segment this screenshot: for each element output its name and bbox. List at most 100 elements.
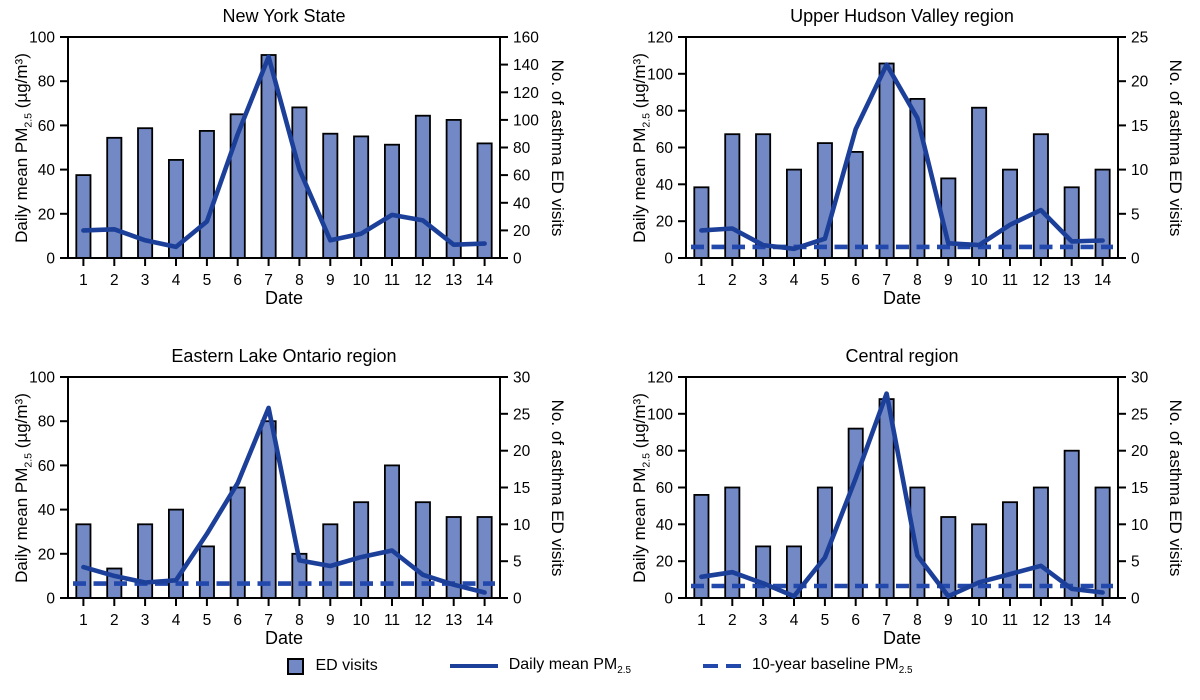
svg-text:1: 1	[79, 612, 88, 629]
svg-text:6: 6	[233, 272, 242, 289]
svg-text:60: 60	[513, 168, 531, 185]
y-axis-label-right: No. of asthma ED visits	[548, 399, 567, 576]
svg-text:13: 13	[445, 612, 462, 629]
svg-text:14: 14	[1094, 272, 1112, 289]
svg-text:3: 3	[759, 612, 768, 629]
svg-text:12: 12	[1032, 272, 1049, 289]
svg-text:40: 40	[38, 502, 56, 519]
legend-item-baseline-pm25: 10-year baseline PM2.5	[702, 656, 913, 677]
legend-label: Daily mean PM2.5	[509, 656, 631, 676]
svg-text:40: 40	[656, 517, 674, 534]
panel-title: Eastern Lake Ontario region	[171, 346, 397, 366]
svg-text:40: 40	[38, 162, 56, 179]
svg-text:14: 14	[1094, 612, 1112, 629]
svg-text:5: 5	[821, 612, 830, 629]
chart-panel-eastern-lake-ontario: 0 20 40 60 80 100 0 5 10 15 20 25 30 1 2 3 4 5 6 7 8 9 10 11 12 1…	[0, 340, 600, 660]
svg-text:15: 15	[513, 480, 530, 497]
svg-text:6: 6	[233, 612, 242, 629]
y-axis-label-units: (µg/m³)	[630, 52, 649, 113]
svg-text:10: 10	[513, 517, 531, 534]
svg-text:0: 0	[46, 591, 55, 608]
y-axis-label-text: Daily mean PM	[630, 467, 649, 583]
x-axis-label: Date	[882, 288, 922, 308]
svg-text:0: 0	[1131, 251, 1140, 268]
y-axis-label-left: Daily mean PM2.5 (µg/m³)	[9, 318, 35, 658]
y-axis-label-right: No. of asthma ED visits	[548, 59, 567, 236]
svg-text:7: 7	[264, 612, 273, 629]
svg-text:12: 12	[1032, 612, 1049, 629]
legend-item-daily-mean-pm25: Daily mean PM2.5	[449, 656, 631, 676]
svg-text:8: 8	[295, 612, 304, 629]
svg-text:14: 14	[476, 612, 494, 629]
svg-text:120: 120	[647, 30, 673, 47]
panel-title: Upper Hudson Valley region	[790, 6, 1014, 26]
solid-line-swatch-icon	[449, 663, 498, 669]
svg-text:100: 100	[29, 370, 55, 387]
legend-item-ed-visits: ED visits	[287, 657, 378, 675]
svg-text:11: 11	[1002, 272, 1018, 289]
svg-text:12: 12	[414, 272, 431, 289]
svg-text:4: 4	[790, 612, 799, 629]
y-axis-label-subscript: 2.5	[640, 452, 653, 468]
svg-text:9: 9	[944, 272, 953, 289]
x-axis-label: Date	[882, 628, 922, 648]
svg-text:120: 120	[513, 85, 539, 102]
svg-text:6: 6	[851, 612, 860, 629]
y-axis-label-units: (µg/m³)	[12, 392, 31, 453]
svg-text:12: 12	[414, 612, 431, 629]
legend-label: ED visits	[315, 657, 378, 675]
svg-text:8: 8	[913, 272, 922, 289]
svg-text:6: 6	[851, 272, 860, 289]
svg-text:30: 30	[513, 370, 531, 387]
svg-text:20: 20	[1131, 443, 1149, 460]
svg-text:1: 1	[697, 612, 706, 629]
y-axis-label-text: Daily mean PM	[12, 127, 31, 243]
svg-text:8: 8	[295, 272, 304, 289]
panel-title: Central region	[845, 346, 959, 366]
svg-text:5: 5	[203, 612, 212, 629]
svg-text:0: 0	[1131, 591, 1140, 608]
y-axis-label-subscript: 2.5	[640, 112, 653, 128]
y-axis-label-left: Daily mean PM2.5 (µg/m³)	[627, 0, 653, 318]
y-axis-label-units: (µg/m³)	[630, 392, 649, 453]
svg-text:0: 0	[513, 591, 522, 608]
svg-text:8: 8	[913, 612, 922, 629]
chart-panel-upper-hudson-valley: 0 20 40 60 80 100 120 0 5 10 15 20 25 1 2 3 4 5 6 7 8 9 10 11 12…	[600, 0, 1200, 340]
dashed-line-swatch-icon	[702, 663, 741, 669]
svg-text:4: 4	[172, 272, 181, 289]
legend-label-subscript: 2.5	[898, 665, 913, 677]
y-axis-label-units: (µg/m³)	[12, 52, 31, 113]
svg-text:100: 100	[29, 30, 55, 47]
svg-text:20: 20	[513, 223, 531, 240]
svg-text:7: 7	[882, 612, 891, 629]
panel-title: New York State	[222, 6, 346, 26]
svg-text:80: 80	[38, 74, 56, 91]
svg-text:40: 40	[513, 195, 531, 212]
svg-text:60: 60	[38, 458, 56, 475]
svg-text:9: 9	[326, 612, 335, 629]
legend-label-subscript: 2.5	[617, 665, 631, 677]
svg-text:25: 25	[513, 406, 530, 423]
y-axis-label-right: No. of asthma ED visits	[1166, 399, 1185, 576]
svg-text:60: 60	[656, 480, 674, 497]
y-axis-label-subscript: 2.5	[22, 112, 35, 128]
svg-text:20: 20	[513, 443, 531, 460]
svg-text:5: 5	[203, 272, 212, 289]
svg-text:60: 60	[656, 140, 674, 157]
svg-text:15: 15	[1131, 118, 1148, 135]
svg-text:1: 1	[697, 272, 706, 289]
svg-text:11: 11	[384, 612, 400, 629]
svg-text:14: 14	[476, 272, 494, 289]
y-axis-label-left: Daily mean PM2.5 (µg/m³)	[9, 0, 35, 318]
svg-text:10: 10	[352, 272, 370, 289]
x-axis-label: Date	[264, 628, 304, 648]
y-axis-label-left: Daily mean PM2.5 (µg/m³)	[627, 318, 653, 658]
svg-text:15: 15	[1131, 480, 1148, 497]
svg-text:20: 20	[1131, 74, 1149, 91]
svg-text:120: 120	[647, 370, 673, 387]
svg-text:80: 80	[513, 140, 531, 157]
svg-text:2: 2	[110, 612, 119, 629]
svg-text:13: 13	[1063, 272, 1080, 289]
